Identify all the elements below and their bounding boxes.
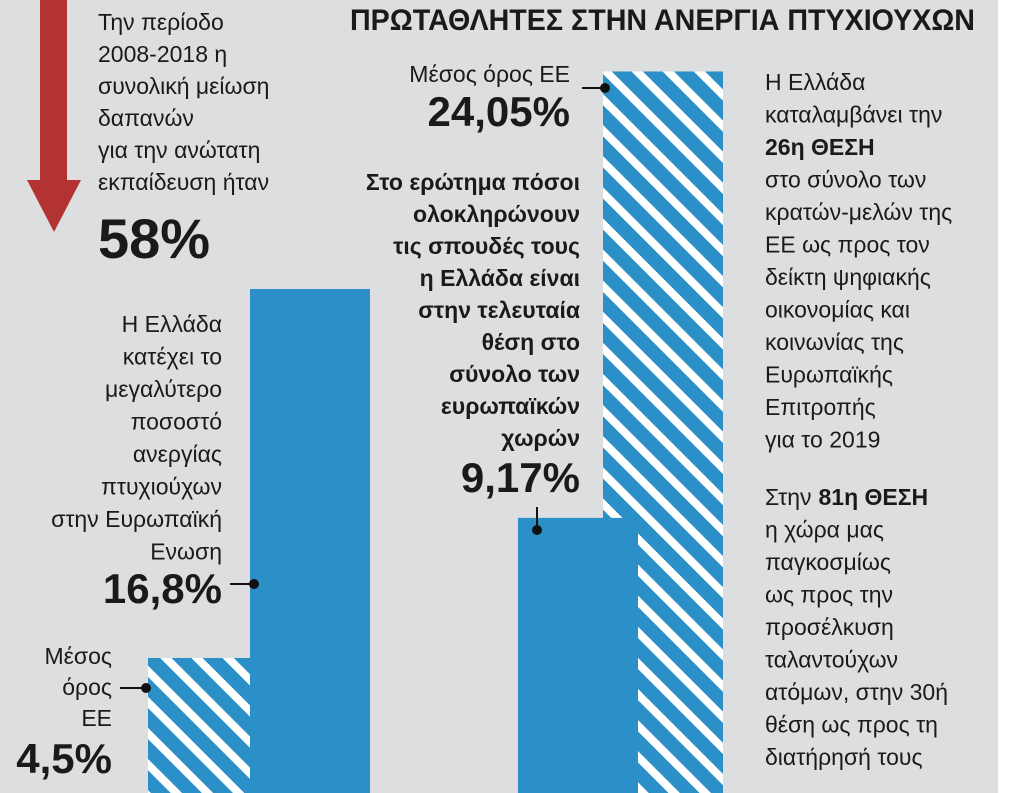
text-line: θέση ως προς τη — [765, 712, 938, 738]
connector-dot — [141, 683, 151, 693]
text-line: η Ελλάδα είναι — [420, 265, 580, 291]
text-line: μεγαλύτερο — [105, 376, 222, 402]
text-line: στην τελευταία — [418, 297, 580, 323]
text-line: ΕΕ — [81, 705, 112, 731]
connector-dot — [600, 83, 610, 93]
text-line: Την περίοδο — [98, 9, 224, 35]
text-line: ως προς την — [765, 582, 893, 608]
value-label: 16,8% — [103, 565, 222, 612]
text-line: διατήρησή τους — [765, 744, 923, 770]
text-line: Επιτροπής — [765, 394, 876, 420]
text-line: παγκοσμίως — [765, 549, 891, 575]
text-line: για το 2019 — [765, 427, 880, 453]
text-line: καταλαμβάνει την — [765, 102, 942, 128]
text-line: Ευρωπαϊκής — [765, 362, 893, 388]
text-line: ατόμων, στην 30ή — [765, 679, 948, 705]
text-line: Ενωση — [150, 539, 222, 565]
text-line: οικονομίας και — [765, 297, 910, 323]
text-line: ποσοστό — [131, 409, 222, 435]
text-line: όρος — [62, 674, 112, 700]
text-line: χωρών — [501, 425, 580, 451]
arrow-shaft — [40, 0, 67, 185]
text-line: ΕΕ ως προς τον — [765, 232, 930, 258]
text-line: για την ανώτατη — [98, 137, 260, 163]
text-line: πτυχιούχων — [101, 474, 222, 500]
text-line: στην Ευρωπαϊκή — [51, 506, 222, 532]
value-label: 9,17% — [461, 454, 580, 501]
text-line: 26η ΘΕΣΗ — [765, 134, 875, 160]
bar — [148, 658, 268, 793]
text-line: στο σύνολο των — [765, 167, 926, 193]
text-line: κρατών-μελών της — [765, 199, 952, 225]
title: ΠΡΩΤΑΘΛΗΤΕΣ ΣΤΗΝ ΑΝΕΡΓΙΑ ΠΤΥΧΙΟΥΧΩΝ — [350, 4, 975, 37]
arrow-head — [27, 180, 81, 232]
big-value: 58% — [98, 207, 210, 270]
value-label: 24,05% — [428, 88, 570, 135]
connector-dot — [249, 579, 259, 589]
text-line: Η Ελλάδα — [765, 69, 865, 95]
text-line: δαπανών — [98, 105, 194, 131]
text-line: κατέχει το — [123, 344, 222, 370]
text-line: σύνολο των — [449, 361, 580, 387]
text-line: Μέσος — [45, 643, 112, 669]
text-line: Στο ερώτημα πόσοι — [366, 169, 580, 195]
text-line: κοινωνίας της — [765, 329, 904, 355]
text-span: Στην — [765, 484, 812, 510]
text-line: συνολική μείωση — [98, 73, 269, 99]
text-line: εκπαίδευση ήταν — [98, 169, 269, 195]
text-line: Η Ελλάδα — [122, 311, 222, 337]
connector-dot — [532, 525, 542, 535]
bar — [250, 289, 370, 793]
bar — [518, 517, 638, 793]
text-line: τις σπουδές τους — [393, 233, 580, 259]
text-line: 2008-2018 η — [98, 41, 227, 67]
text-line: ευρωπαϊκών — [441, 393, 580, 419]
text-line: δείκτη ψηφιακής — [765, 264, 931, 290]
text-line: ταλαντούχων — [765, 647, 898, 673]
text-line: Μέσος όρος ΕΕ — [409, 61, 570, 87]
text-line: προσέλκυση — [765, 614, 894, 640]
text-line: ολοκληρώνουν — [413, 201, 580, 227]
text-line: η χώρα μας — [765, 517, 884, 543]
text-line: θέση στο — [482, 329, 580, 355]
value-label: 4,5% — [16, 735, 112, 782]
text-span: 81η ΘΕΣΗ — [819, 484, 929, 510]
text-line: Στην 81η ΘΕΣΗ — [765, 484, 928, 510]
text-line: ανεργίας — [133, 441, 222, 467]
